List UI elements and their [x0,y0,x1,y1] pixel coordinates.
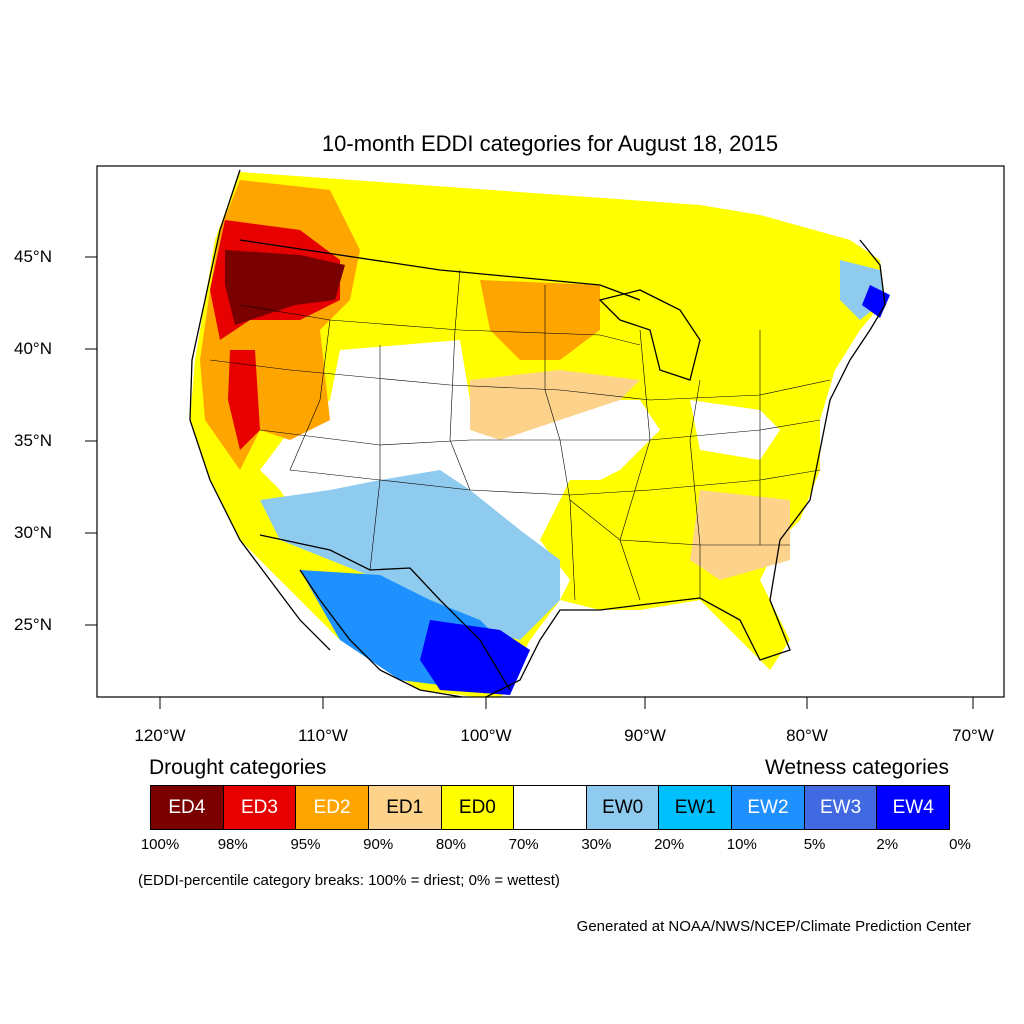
region-ed2 [480,280,600,360]
lat-label: 25°N [14,615,52,634]
map-frame [96,165,1005,698]
lat-label: 35°N [14,431,52,450]
percentile-label: 95% [290,836,321,853]
state-lines [369,345,381,571]
state-lines [239,304,641,346]
legend-swatch-ew0: EW0 [586,786,660,829]
lon-label: 100°W [460,726,512,745]
legend-swatch-ed4: ED4 [151,786,224,829]
state-lines [619,329,651,601]
region-ed1 [470,370,640,440]
percentile-label: 98% [217,836,248,853]
lon-label: 80°W [786,726,828,745]
region-ed3 [228,350,260,450]
great-lakes [598,289,701,381]
percentile-label: 100% [140,836,180,853]
legend-swatch-ed3: ED3 [223,786,297,829]
region-ed1 [690,490,790,580]
lon-label: 120°W [134,726,186,745]
lon-label: 110°W [298,726,348,745]
percentile-label: 0% [949,836,971,853]
legend-swatch-ew3: EW3 [804,786,878,829]
legend-swatch-ed1: ED1 [368,786,442,829]
lon-label: 90°W [624,726,666,745]
region-white [690,400,780,460]
percentile-label: 70% [508,836,539,853]
state-lines [544,285,576,601]
percentile-label: 80% [435,836,466,853]
map-title: 10-month EDDI categories for August 18, … [321,131,779,156]
legend-swatch-ew1: EW1 [659,786,733,829]
lat-label: 40°N [14,339,52,358]
percentile-label: 90% [363,836,394,853]
coastline [189,169,331,651]
region-ed4 [225,250,345,325]
credit-line: Generated at NOAA/NWS/NCEP/Climate Predi… [576,918,971,935]
state-lines [449,269,471,491]
coastline [299,239,886,697]
region-ew0 [260,470,560,640]
percentile-label: 10% [726,836,757,853]
legend-swatch-normal [514,786,587,829]
legend-swatch-ew2: EW2 [732,786,805,829]
legend-swatch-ew4: EW4 [877,786,950,829]
percentile-label: 5% [803,836,826,853]
percentile-label: 30% [581,836,612,853]
percentile-label: 20% [654,836,685,853]
wetness-categories-title: Wetness categories [764,756,949,779]
state-lines [289,319,331,471]
state-lines [569,499,790,546]
category-legend: ED4 ED3 ED2 ED1 ED0 EW0 EW1 EW2 EW3 EW4 [150,785,950,830]
us-canada-border [239,239,641,301]
lat-label: 45°N [14,247,52,266]
percentile-label: 2% [876,836,899,853]
category-breaks-note: (EDDI-percentile category breaks: 100% =… [138,872,560,889]
us-mexico-border [259,534,511,691]
lat-label: 30°N [14,523,52,542]
drought-categories-title: Drought categories [149,756,327,779]
legend-swatch-ed0: ED0 [441,786,515,829]
lon-label: 70°W [952,726,994,745]
state-lines [689,379,701,598]
legend-swatch-ed2: ED2 [296,786,369,829]
